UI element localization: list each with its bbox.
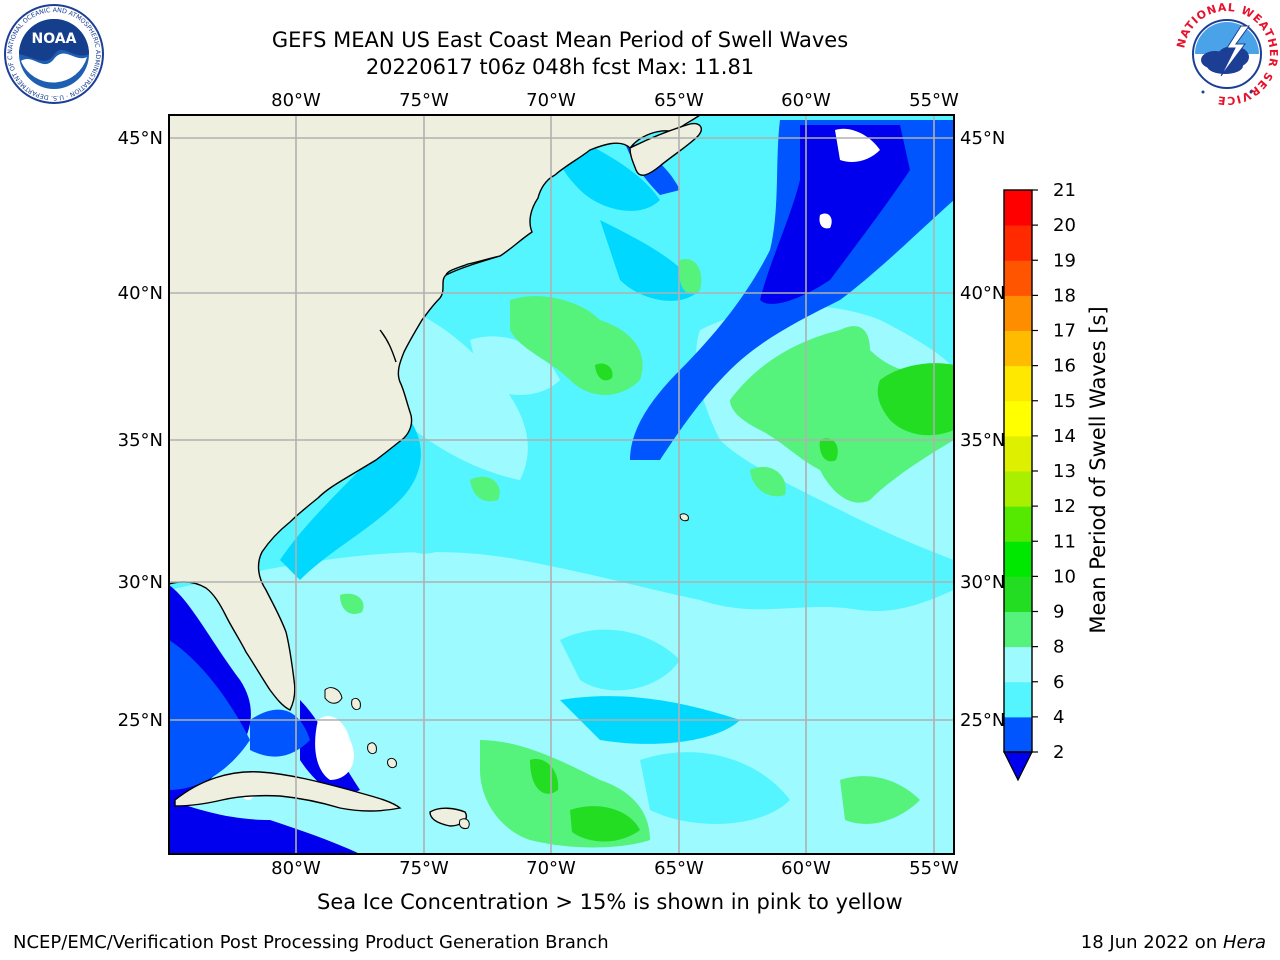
map-title-line2: 20220617 t06z 048h fcst Max: 11.81	[365, 55, 755, 79]
colorbar-under-triangle	[1003, 751, 1033, 782]
colorbar-tick-label: 11	[1053, 531, 1076, 552]
colorbar-segment	[1004, 646, 1032, 683]
lon-label-60w-top: 60°W	[781, 90, 831, 111]
map-gridlines	[169, 115, 954, 854]
colorbar-segment	[1004, 400, 1032, 437]
colorbar-tick-label: 18	[1053, 285, 1076, 306]
colorbar-segment	[1004, 225, 1032, 261]
colorbar-tick-label: 4	[1053, 707, 1064, 728]
colorbar-label: Mean Period of Swell Waves [s]	[1086, 306, 1110, 633]
lat-label-40n-left: 40°N	[118, 283, 163, 304]
field-blue-strait	[169, 640, 310, 790]
lon-label-70w-top: 70°W	[526, 90, 576, 111]
lon-label-80w-top: 80°W	[271, 90, 321, 111]
colorbar-segment	[1004, 365, 1032, 402]
footer-date: 18 Jun 2022 on Hera	[1081, 932, 1266, 953]
lat-label-35n-right: 35°N	[960, 430, 1005, 451]
colorbar-tick-label: 15	[1053, 391, 1076, 412]
map-field	[169, 115, 954, 854]
lon-label-65w-bottom: 65°W	[654, 858, 704, 879]
bahamas-islands	[324, 513, 689, 829]
lat-label-30n-left: 30°N	[118, 572, 163, 593]
colorbar-segment	[1004, 435, 1032, 472]
colorbar-segment	[1004, 541, 1032, 577]
lon-label-65w-top: 65°W	[654, 90, 704, 111]
lat-label-30n-right: 30°N	[960, 572, 1005, 593]
lat-label-25n-right: 25°N	[960, 710, 1005, 731]
colorbar-tick-label: 12	[1053, 496, 1076, 517]
lat-label-45n-right: 45°N	[960, 128, 1005, 149]
colorbar-tick-label: 16	[1053, 356, 1076, 377]
lat-label-35n-left: 35°N	[118, 430, 163, 451]
land-mass	[169, 115, 702, 827]
colorbar-segment	[1004, 295, 1032, 331]
map-frame	[168, 114, 955, 855]
colorbar-segment	[1004, 681, 1032, 718]
colorbar-tick-label: 2	[1053, 742, 1064, 763]
lon-label-55w-top: 55°W	[909, 90, 959, 111]
colorbar-segment	[1004, 576, 1032, 612]
colorbar-tick-label: 8	[1053, 637, 1064, 658]
colorbar: 2 4 6 8 9 10 11 12 13 14 15 16 17 18 19 20 21	[1003, 180, 1076, 782]
lon-label-80w-bottom: 80°W	[271, 858, 321, 879]
lat-label-40n-right: 40°N	[960, 283, 1005, 304]
colorbar-segment	[1004, 506, 1032, 542]
lat-label-25n-left: 25°N	[118, 710, 163, 731]
colorbar-segment	[1004, 611, 1032, 648]
lon-label-70w-bottom: 70°W	[526, 858, 576, 879]
colorbar-tick-label: 9	[1053, 602, 1064, 623]
field-cyan-patches	[390, 511, 790, 824]
map-title-line1: GEFS MEAN US East Coast Mean Period of S…	[271, 28, 849, 52]
colorbar-tick-label: 20	[1053, 215, 1076, 236]
colorbar-tick-label: 10	[1053, 566, 1076, 587]
lon-labels-bottom: 80°W 75°W 70°W 65°W 60°W 55°W	[271, 858, 959, 879]
lon-label-60w-bottom: 60°W	[781, 858, 831, 879]
lon-labels-top: 80°W 75°W 70°W 65°W 60°W 55°W	[271, 90, 959, 111]
colorbar-segment	[1004, 260, 1032, 296]
colorbar-tick-label: 6	[1053, 672, 1064, 693]
noaa-text: NOAA	[32, 31, 77, 47]
field-bright-green	[530, 363, 954, 842]
footer-date-text: 18 Jun 2022 on	[1080, 932, 1223, 953]
footer-machine: Hera	[1222, 932, 1266, 953]
lat-labels-left: 45°N 40°N 35°N 30°N 25°N	[118, 128, 163, 731]
noaa-logo: NATIONAL OCEANIC AND ATMOSPHERIC ADMINIS…	[3, 3, 104, 104]
colorbar-tick-label: 14	[1053, 426, 1076, 447]
colorbar-tick-label: 21	[1053, 180, 1076, 201]
colorbar-segment	[1004, 471, 1032, 507]
lon-label-75w-top: 75°W	[399, 90, 449, 111]
lon-label-55w-bottom: 55°W	[909, 858, 959, 879]
colorbar-segment	[1004, 716, 1032, 753]
footer-credit: NCEP/EMC/Verification Post Processing Pr…	[13, 932, 609, 953]
colorbar-segment	[1004, 190, 1032, 226]
lon-label-75w-bottom: 75°W	[399, 858, 449, 879]
lat-labels-right: 45°N 40°N 35°N 30°N 25°N	[960, 128, 1005, 731]
colorbar-tick-label: 19	[1053, 250, 1076, 271]
nws-logo: NATIONAL WEATHER SERVICE	[1175, 2, 1279, 106]
ice-note: Sea Ice Concentration > 15% is shown in …	[317, 890, 903, 914]
colorbar-tick-label: 13	[1053, 461, 1076, 482]
colorbar-tick-label: 17	[1053, 321, 1076, 342]
lat-label-45n-left: 45°N	[118, 128, 163, 149]
colorbar-segment	[1004, 330, 1032, 367]
